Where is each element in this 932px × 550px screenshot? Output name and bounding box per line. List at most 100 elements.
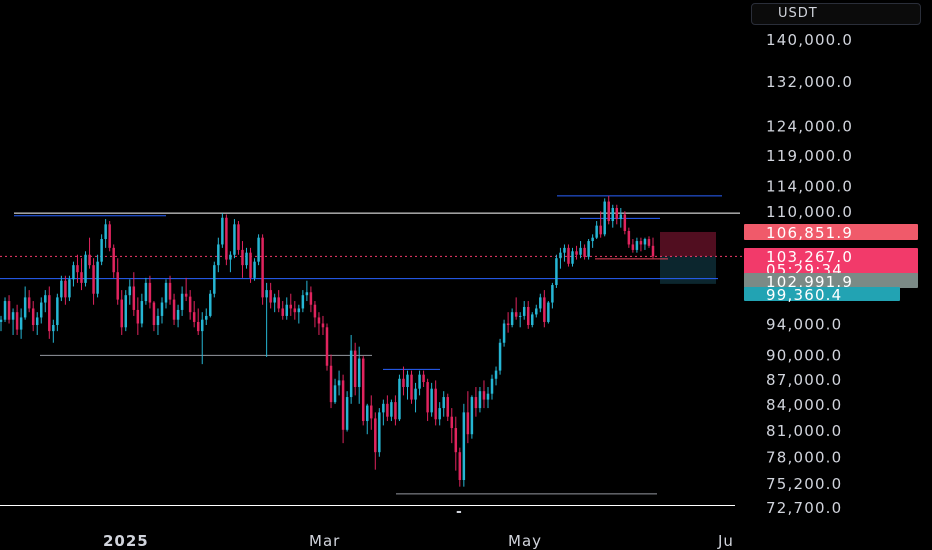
candle-body xyxy=(84,254,87,283)
candle-body xyxy=(531,314,534,326)
price-badge xyxy=(744,273,918,288)
candle-body xyxy=(321,323,325,328)
price-badge xyxy=(744,248,918,278)
candle-body xyxy=(365,405,369,422)
price-badge xyxy=(744,224,918,240)
candle-body xyxy=(27,297,31,309)
candle-body xyxy=(0,319,3,322)
candle-body xyxy=(357,358,361,388)
y-tick-label: 72,700.0 xyxy=(766,499,842,517)
candle-body xyxy=(438,408,441,420)
candle-body xyxy=(148,282,152,303)
candle-body xyxy=(361,358,365,422)
candle-body xyxy=(390,402,393,417)
candle-body xyxy=(466,412,470,435)
candle-body xyxy=(257,237,260,262)
candle-body xyxy=(563,247,566,253)
candle-body xyxy=(88,254,91,266)
candle-body xyxy=(639,241,643,245)
candle-body xyxy=(120,299,123,328)
candle-body xyxy=(104,224,107,240)
x-tick-label: May xyxy=(508,532,542,550)
candle-body xyxy=(184,293,188,297)
candle-body xyxy=(209,293,212,316)
candle-body xyxy=(7,301,11,320)
candle-body xyxy=(96,261,99,294)
y-tick-label: 90,000.0 xyxy=(766,347,842,365)
time-axis[interactable]: 2025 Mar May Ju - xyxy=(103,504,734,550)
candle-body xyxy=(52,325,55,332)
position-zones xyxy=(660,231,716,284)
candle-body xyxy=(374,418,377,453)
x-tick-label: Ju xyxy=(717,532,734,550)
y-tick-label: 84,000.0 xyxy=(766,396,842,414)
price-badge-label: 102,991.9 xyxy=(766,273,853,291)
candle-body xyxy=(643,239,647,245)
candle-body xyxy=(583,247,586,257)
candle-body xyxy=(490,378,494,394)
candle-body xyxy=(23,297,27,318)
candle-body xyxy=(11,312,15,320)
candle-body xyxy=(510,312,514,326)
candle-body xyxy=(506,323,510,326)
candle-body xyxy=(60,280,63,298)
candle-body xyxy=(128,286,132,296)
candle-body xyxy=(341,380,345,430)
candle-body xyxy=(156,315,160,326)
time-axis-marker: - xyxy=(456,504,462,520)
candle-body xyxy=(422,374,425,383)
candle-body xyxy=(221,217,224,245)
candle-body xyxy=(631,244,635,250)
candle-body xyxy=(124,295,128,328)
price-badge-label: 103,267.0 xyxy=(766,248,853,266)
candle-body xyxy=(44,295,47,303)
candle-body xyxy=(450,416,454,429)
candle-body xyxy=(651,245,655,257)
candle-body xyxy=(498,342,502,371)
y-tick-label: 114,000.0 xyxy=(766,178,853,196)
candle-body xyxy=(482,391,486,400)
candle-body xyxy=(470,397,474,435)
candle-body xyxy=(269,290,272,303)
candle-body xyxy=(188,296,192,313)
candle-body xyxy=(15,312,19,330)
price-axis[interactable]: 140,000.0 132,000.0 124,000.0 119,000.0 114,… xyxy=(766,31,853,517)
candle-body xyxy=(446,397,449,417)
candle-body xyxy=(48,295,51,332)
candle-body xyxy=(458,452,462,481)
candle-body xyxy=(309,292,313,305)
candle-body xyxy=(394,402,397,420)
y-tick-label: 132,000.0 xyxy=(766,73,853,91)
candle-body xyxy=(31,308,35,326)
candle-body xyxy=(213,265,216,294)
candle-body xyxy=(132,286,136,310)
candle-body xyxy=(567,247,570,264)
candle-body xyxy=(164,282,168,303)
candle-body xyxy=(623,214,627,231)
candle-body xyxy=(273,297,276,303)
candle-body xyxy=(571,251,574,264)
candle-body xyxy=(430,388,433,413)
candle-body xyxy=(325,327,329,366)
candle-body xyxy=(426,382,429,413)
x-tick-label: 2025 xyxy=(103,532,149,550)
candle-body xyxy=(233,224,236,255)
candle-body xyxy=(3,301,7,320)
position-zone-target xyxy=(660,256,716,284)
candle-body xyxy=(136,309,140,324)
y-tick-label: 81,000.0 xyxy=(766,422,842,440)
candle-body xyxy=(454,428,458,453)
candle-body xyxy=(418,374,421,389)
candle-body xyxy=(144,282,148,302)
candle-body xyxy=(514,312,518,317)
price-badge-label: 99,360.4 xyxy=(766,286,842,304)
candle-body xyxy=(237,224,240,250)
currency-selector[interactable]: USDT xyxy=(751,3,921,25)
y-tick-label: 94,000.0 xyxy=(766,315,842,333)
candle-body xyxy=(168,282,172,300)
candle-body xyxy=(526,306,530,326)
candle-body xyxy=(547,302,550,322)
candle-body xyxy=(281,308,284,316)
candle-body xyxy=(382,403,385,413)
